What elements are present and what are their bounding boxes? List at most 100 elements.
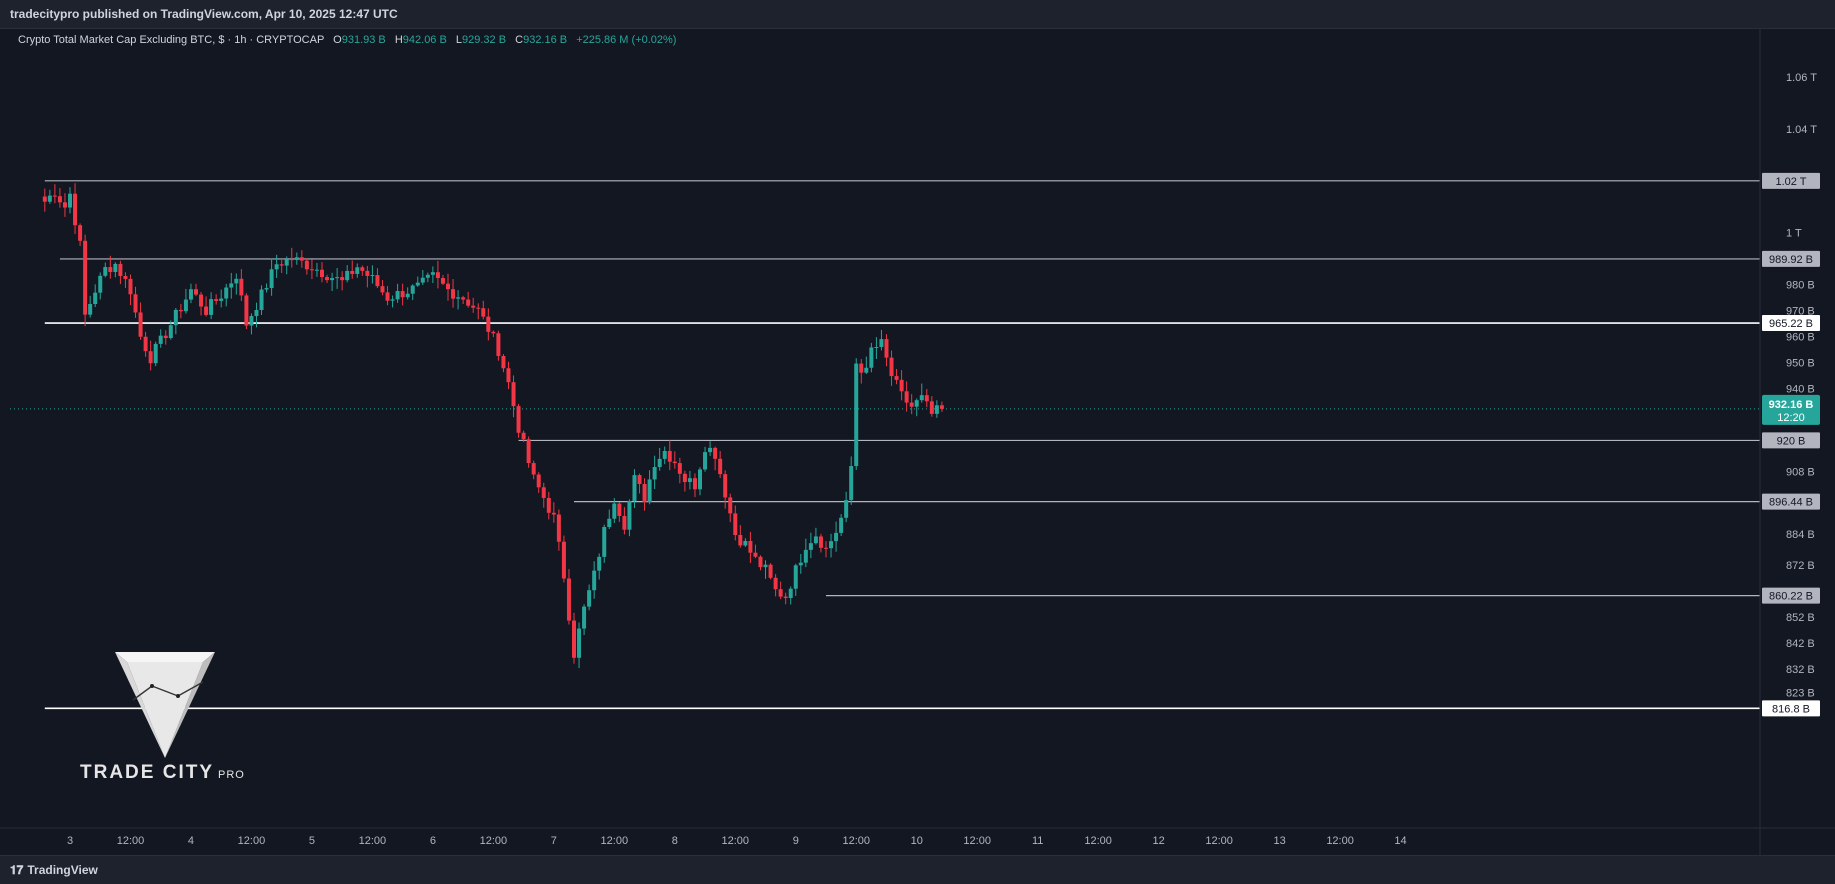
candle-body (622, 515, 627, 530)
level-price-tag (1762, 172, 1820, 189)
candle-body (304, 260, 309, 270)
time-tick-label: 12:00 (601, 835, 629, 847)
candle-body (219, 298, 224, 301)
candle-body (410, 285, 415, 294)
candle-body (879, 339, 884, 347)
candle-body (133, 294, 138, 313)
candle-body (793, 565, 798, 589)
candlestick-chart[interactable]: 1.06 T 1.04 T 1 T 980 B 970 B 960 B 950 B 940 B… (0, 28, 1835, 855)
high-label: H (394, 34, 403, 46)
candle-body (254, 310, 259, 317)
candle-body (98, 275, 103, 293)
candle-body (783, 596, 788, 599)
candle-body (834, 532, 839, 542)
candle-body (939, 405, 944, 409)
candle-body (592, 570, 597, 591)
candle-body (743, 540, 748, 546)
countdown-label: 12:20 (1777, 412, 1805, 424)
candle-body (345, 270, 350, 281)
candle-body (365, 270, 370, 276)
candle-body (435, 272, 440, 278)
candle-body (617, 503, 622, 516)
candle-body (582, 606, 587, 629)
candle-body (597, 556, 602, 571)
time-tick-label: 12:00 (480, 835, 508, 847)
candle-body (335, 277, 340, 279)
candle-body (284, 259, 289, 266)
candle-body (320, 269, 324, 278)
candle-body (894, 376, 899, 380)
price-axis: 1.06 T 1.04 T 1 T 980 B 970 B 960 B 950 B 940 B… (1759, 28, 1820, 855)
candle-body (768, 564, 773, 578)
candle-body (425, 274, 430, 278)
time-tick-label: 9 (793, 835, 799, 847)
candle-body (405, 293, 410, 298)
candle-body (874, 346, 879, 348)
candle-body (637, 475, 642, 485)
time-tick-label: 13 (1273, 835, 1285, 847)
candle-body (194, 289, 198, 295)
candle-body (748, 540, 753, 553)
candle-body (420, 277, 425, 283)
candle-body (461, 297, 466, 300)
candle-body (239, 278, 244, 296)
candle-body (909, 402, 914, 407)
candle-body (173, 309, 178, 326)
candle-body (274, 264, 279, 270)
candle-body (73, 193, 78, 226)
candle-body (829, 541, 834, 549)
candle-body (667, 450, 672, 462)
open-value: 931.93 B (341, 34, 386, 46)
candle-body (385, 292, 390, 301)
candle-body (360, 267, 365, 271)
candle-body (813, 536, 818, 544)
candle-body (209, 299, 214, 315)
open-label: O (333, 34, 342, 46)
candle-body (259, 289, 264, 311)
time-tick-label: 12:00 (1326, 835, 1354, 847)
candle-body (788, 588, 793, 599)
candle-body (914, 400, 919, 407)
time-tick-label: 12:00 (842, 835, 870, 847)
level-price-label: 965.22 B (1769, 318, 1813, 330)
candle-body (541, 487, 546, 498)
candle-body (733, 513, 738, 535)
candle-body (456, 297, 461, 299)
candle-body (738, 534, 743, 546)
candle-body (924, 395, 929, 402)
candle-body (153, 343, 158, 364)
candle-body (57, 196, 62, 203)
candle-body (692, 478, 697, 490)
candle-body (375, 275, 380, 287)
candle-body (108, 267, 113, 272)
candle-body (929, 401, 934, 414)
candle-body (471, 305, 476, 308)
candle-body (289, 259, 294, 261)
candle-body (148, 351, 153, 364)
candle-body (561, 541, 566, 579)
chart-area[interactable]: 1.06 T 1.04 T 1 T 980 B 970 B 960 B 950 B 940 B… (0, 28, 1835, 855)
price-tick-label: 960 B (1786, 332, 1815, 344)
level-price-label: 896.44 B (1769, 497, 1813, 509)
candle-body (249, 316, 254, 326)
candle-body (466, 299, 471, 306)
candle-body (753, 552, 758, 557)
price-tick-label: 852 B (1786, 612, 1815, 624)
time-tick-label: 3 (67, 835, 73, 847)
candle-body (400, 291, 405, 298)
logo-text: TRADE CITY PRO (80, 762, 245, 783)
candle-body (168, 325, 173, 339)
candle-body (143, 336, 148, 352)
candle-body (451, 289, 456, 299)
candle-body (446, 283, 450, 290)
candle-body (390, 299, 395, 301)
candle-body (657, 458, 662, 468)
candle-body (481, 308, 486, 317)
level-price-tag (1762, 432, 1820, 449)
candle-body (199, 294, 204, 307)
candle-body (546, 497, 551, 513)
candle-body (773, 577, 778, 590)
candle-body (718, 458, 723, 475)
tradingview-brand[interactable]: 𝟏𝟕 TradingView (10, 863, 98, 878)
price-tick-label: 823 B (1786, 687, 1815, 699)
